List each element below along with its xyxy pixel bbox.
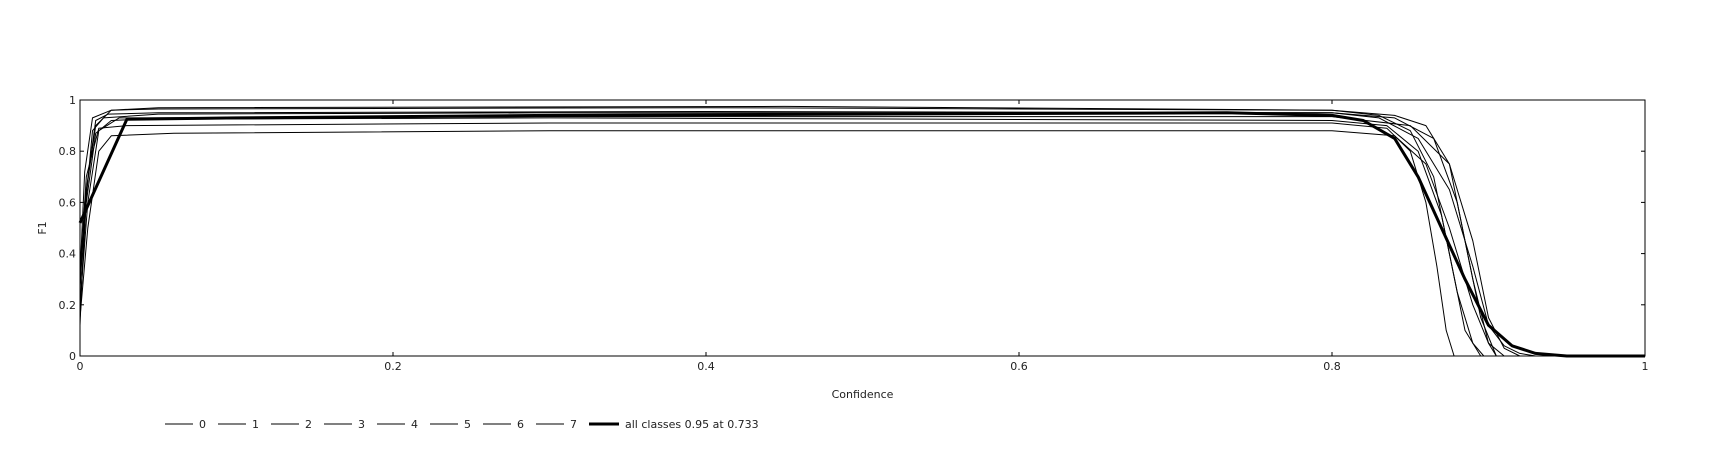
- series-line-6: [79, 105, 1645, 357]
- legend-label: 4: [411, 418, 418, 431]
- y-tick-label: 0.4: [59, 248, 77, 261]
- legend-label: 2: [305, 418, 312, 431]
- y-tick-label: 1: [69, 94, 76, 107]
- plot-area: [79, 99, 1646, 357]
- legend-label: all classes 0.95 at 0.733: [625, 418, 759, 431]
- series-lines: [78, 105, 1645, 358]
- x-tick-label: 0.6: [1010, 360, 1028, 373]
- legend-label: 3: [358, 418, 365, 431]
- y-tick-label: 0.6: [59, 196, 77, 209]
- series-line-4: [79, 111, 1645, 357]
- legend: 0 1 2 3 4 5 6 7 all classes 0.95 at 0.733: [165, 418, 759, 431]
- x-tick-label: 0: [77, 360, 84, 373]
- x-tick-label: 0.2: [384, 360, 402, 373]
- y-tick-label: 0: [69, 350, 76, 363]
- legend-label: 7: [570, 418, 577, 431]
- x-axis: 0 0.2 0.4 0.6 0.8 1: [77, 100, 1649, 373]
- x-tick-label: 0.8: [1323, 360, 1341, 373]
- series-line-all-classes: [78, 111, 1645, 358]
- x-tick-label: 0.4: [697, 360, 715, 373]
- x-tick-label: 1: [1642, 360, 1649, 373]
- legend-label: 5: [464, 418, 471, 431]
- series-line-7: [79, 117, 1645, 357]
- legend-label: 0: [199, 418, 206, 431]
- y-tick-label: 0.8: [59, 145, 77, 158]
- y-axis-title: F1: [36, 221, 49, 234]
- y-axis: 0 0.2 0.4 0.6 0.8 1: [59, 94, 1645, 363]
- y-tick-label: 0.2: [59, 299, 77, 312]
- series-line-3: [79, 130, 1645, 357]
- legend-label: 6: [517, 418, 524, 431]
- x-axis-title: Confidence: [832, 388, 894, 401]
- series-line-2: [79, 122, 1645, 357]
- legend-label: 1: [252, 418, 259, 431]
- series-line-1: [79, 107, 1645, 357]
